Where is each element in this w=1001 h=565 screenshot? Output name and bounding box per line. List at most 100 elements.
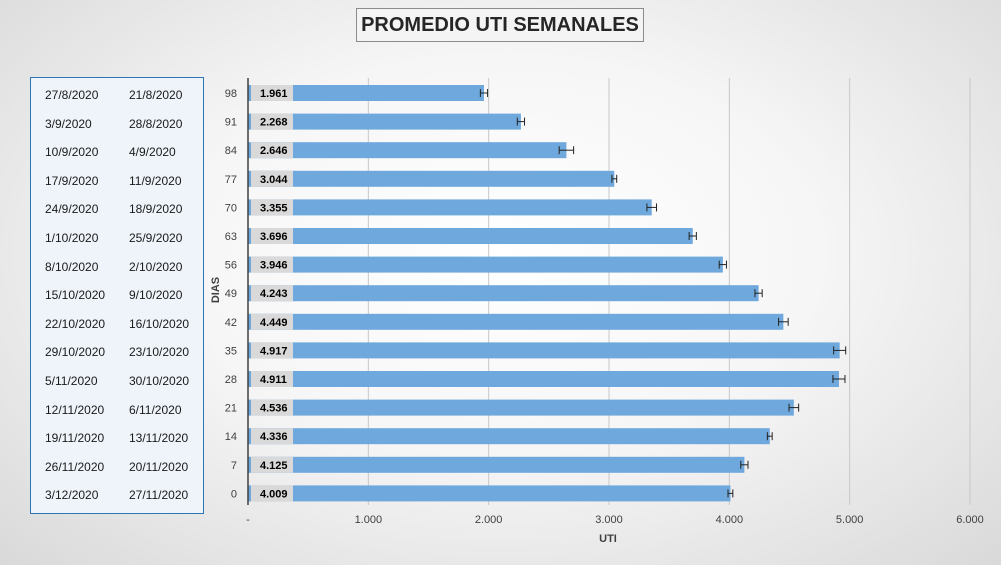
data-label-box bbox=[251, 113, 293, 130]
bar bbox=[248, 342, 840, 359]
bar bbox=[248, 485, 731, 502]
data-label-box bbox=[251, 228, 293, 244]
date-range-row: 8/10/2020 2/10/2020 bbox=[31, 260, 205, 280]
y-tick-label: 63 bbox=[225, 231, 237, 243]
y-tick-label: 28 bbox=[225, 374, 237, 386]
data-label: 4.449 bbox=[260, 317, 288, 329]
x-tick-label: 1.000 bbox=[355, 514, 383, 526]
data-label: 4.243 bbox=[260, 288, 288, 300]
date-range-end: 26/11/2020 bbox=[45, 459, 105, 474]
data-label-box bbox=[251, 142, 293, 159]
data-label-box bbox=[251, 313, 293, 330]
y-tick-label: 49 bbox=[225, 288, 237, 300]
date-range-end: 12/11/2020 bbox=[45, 402, 105, 417]
y-tick-label: 98 bbox=[225, 88, 237, 100]
date-range-start: 23/10/2020 bbox=[129, 345, 190, 360]
date-range-end: 3/12/2020 bbox=[45, 488, 99, 503]
bar bbox=[248, 285, 759, 302]
date-range-row: 15/10/2020 9/10/2020 bbox=[31, 288, 205, 308]
date-range-row: 1/10/2020 25/9/2020 bbox=[31, 231, 205, 251]
data-label: 3.946 bbox=[260, 260, 288, 272]
data-label: 4.009 bbox=[260, 488, 288, 500]
date-range-end: 8/10/2020 bbox=[45, 259, 99, 274]
date-range-row: 3/12/2020 27/11/2020 bbox=[31, 488, 205, 508]
date-range-panel: 27/8/2020 21/8/2020 3/9/2020 28/8/2020 10/9/… bbox=[30, 77, 204, 514]
data-label: 4.125 bbox=[260, 460, 288, 472]
date-range-start: 13/11/2020 bbox=[129, 431, 189, 446]
data-label-box bbox=[251, 456, 293, 473]
data-label: 3.044 bbox=[260, 174, 288, 186]
date-range-start: 16/10/2020 bbox=[129, 316, 190, 331]
data-label-box bbox=[251, 170, 293, 187]
data-label: 2.646 bbox=[260, 145, 288, 157]
date-range-start: 25/9/2020 bbox=[129, 231, 183, 245]
y-tick-label: 7 bbox=[231, 460, 237, 472]
date-range-row: 19/11/2020 13/11/2020 bbox=[31, 431, 205, 451]
bar bbox=[248, 170, 615, 187]
data-label-box bbox=[251, 399, 293, 416]
data-label: 4.911 bbox=[260, 374, 287, 386]
x-tick-label: 2.000 bbox=[475, 514, 503, 526]
x-tick-label: 3.000 bbox=[595, 514, 623, 526]
y-tick-label: 0 bbox=[231, 488, 237, 500]
date-range-row: 17/9/2020 11/9/2020 bbox=[31, 174, 205, 194]
y-tick-label: 91 bbox=[225, 117, 237, 129]
chart-title: PROMEDIO UTI SEMANALES bbox=[356, 8, 644, 42]
date-range-end: 27/8/2020 bbox=[45, 88, 99, 102]
data-label-box bbox=[251, 256, 293, 273]
date-range-end: 24/9/2020 bbox=[45, 202, 99, 217]
date-range-start: 4/9/2020 bbox=[129, 145, 176, 160]
date-range-end: 15/10/2020 bbox=[45, 288, 106, 303]
data-label-box bbox=[251, 485, 293, 502]
data-label-box bbox=[251, 371, 293, 387]
date-range-start: 2/10/2020 bbox=[129, 259, 183, 274]
y-tick-label: 77 bbox=[225, 174, 237, 186]
date-range-row: 5/11/2020 30/10/2020 bbox=[31, 374, 205, 394]
date-range-end: 3/9/2020 bbox=[45, 116, 92, 131]
date-range-row: 26/11/2020 20/11/2020 bbox=[31, 460, 205, 480]
date-range-start: 20/11/2020 bbox=[129, 459, 189, 474]
date-range-end: 17/9/2020 bbox=[45, 173, 99, 188]
date-range-end: 19/11/2020 bbox=[45, 431, 105, 446]
data-label-box bbox=[251, 285, 293, 302]
date-range-start: 21/8/2020 bbox=[129, 88, 183, 102]
date-range-start: 30/10/2020 bbox=[129, 374, 190, 388]
y-tick-label: 84 bbox=[225, 145, 237, 157]
date-range-row: 12/11/2020 6/11/2020 bbox=[31, 403, 205, 423]
data-label: 4.336 bbox=[260, 431, 288, 443]
y-tick-label: 35 bbox=[225, 345, 237, 357]
bar bbox=[248, 113, 521, 130]
date-range-start: 18/9/2020 bbox=[129, 202, 183, 217]
bar bbox=[248, 399, 794, 416]
data-label: 4.917 bbox=[260, 345, 288, 357]
date-range-start: 6/11/2020 bbox=[129, 402, 182, 417]
date-range-start: 27/11/2020 bbox=[129, 488, 189, 503]
data-label: 4.536 bbox=[260, 403, 288, 415]
x-tick-label: 4.000 bbox=[716, 514, 744, 526]
bar bbox=[248, 456, 745, 473]
bar bbox=[248, 199, 652, 216]
bar bbox=[248, 428, 770, 445]
x-axis-title: UTI bbox=[599, 533, 617, 545]
date-range-start: 9/10/2020 bbox=[129, 288, 183, 303]
date-range-row: 22/10/2020 16/10/2020 bbox=[31, 317, 205, 337]
y-tick-label: 14 bbox=[225, 431, 237, 443]
y-tick-label: 42 bbox=[225, 317, 237, 329]
data-label: 2.268 bbox=[260, 117, 288, 129]
bar bbox=[248, 142, 567, 159]
date-range-end: 22/10/2020 bbox=[45, 316, 106, 331]
data-label-box bbox=[251, 85, 293, 101]
y-tick-label: 56 bbox=[225, 260, 237, 272]
data-label-box bbox=[251, 428, 293, 445]
date-range-end: 1/10/2020 bbox=[45, 231, 99, 245]
date-range-end: 10/9/2020 bbox=[45, 145, 99, 160]
date-range-row: 3/9/2020 28/8/2020 bbox=[31, 117, 205, 137]
y-axis-title: DIAS bbox=[210, 277, 222, 303]
bar bbox=[248, 228, 693, 244]
date-range-end: 29/10/2020 bbox=[45, 345, 106, 360]
data-label-box bbox=[251, 199, 293, 216]
data-label: 3.696 bbox=[260, 231, 288, 243]
x-tick-label: 5.000 bbox=[836, 514, 864, 526]
data-label: 3.355 bbox=[260, 202, 288, 214]
